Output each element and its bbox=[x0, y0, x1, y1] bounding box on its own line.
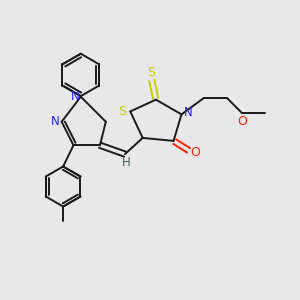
Text: N: N bbox=[51, 115, 60, 128]
Text: N: N bbox=[184, 106, 192, 119]
Text: N: N bbox=[71, 90, 80, 103]
Text: H: H bbox=[122, 156, 131, 169]
Text: S: S bbox=[118, 105, 126, 118]
Text: O: O bbox=[191, 146, 201, 159]
Text: O: O bbox=[237, 115, 247, 128]
Text: S: S bbox=[148, 66, 155, 79]
